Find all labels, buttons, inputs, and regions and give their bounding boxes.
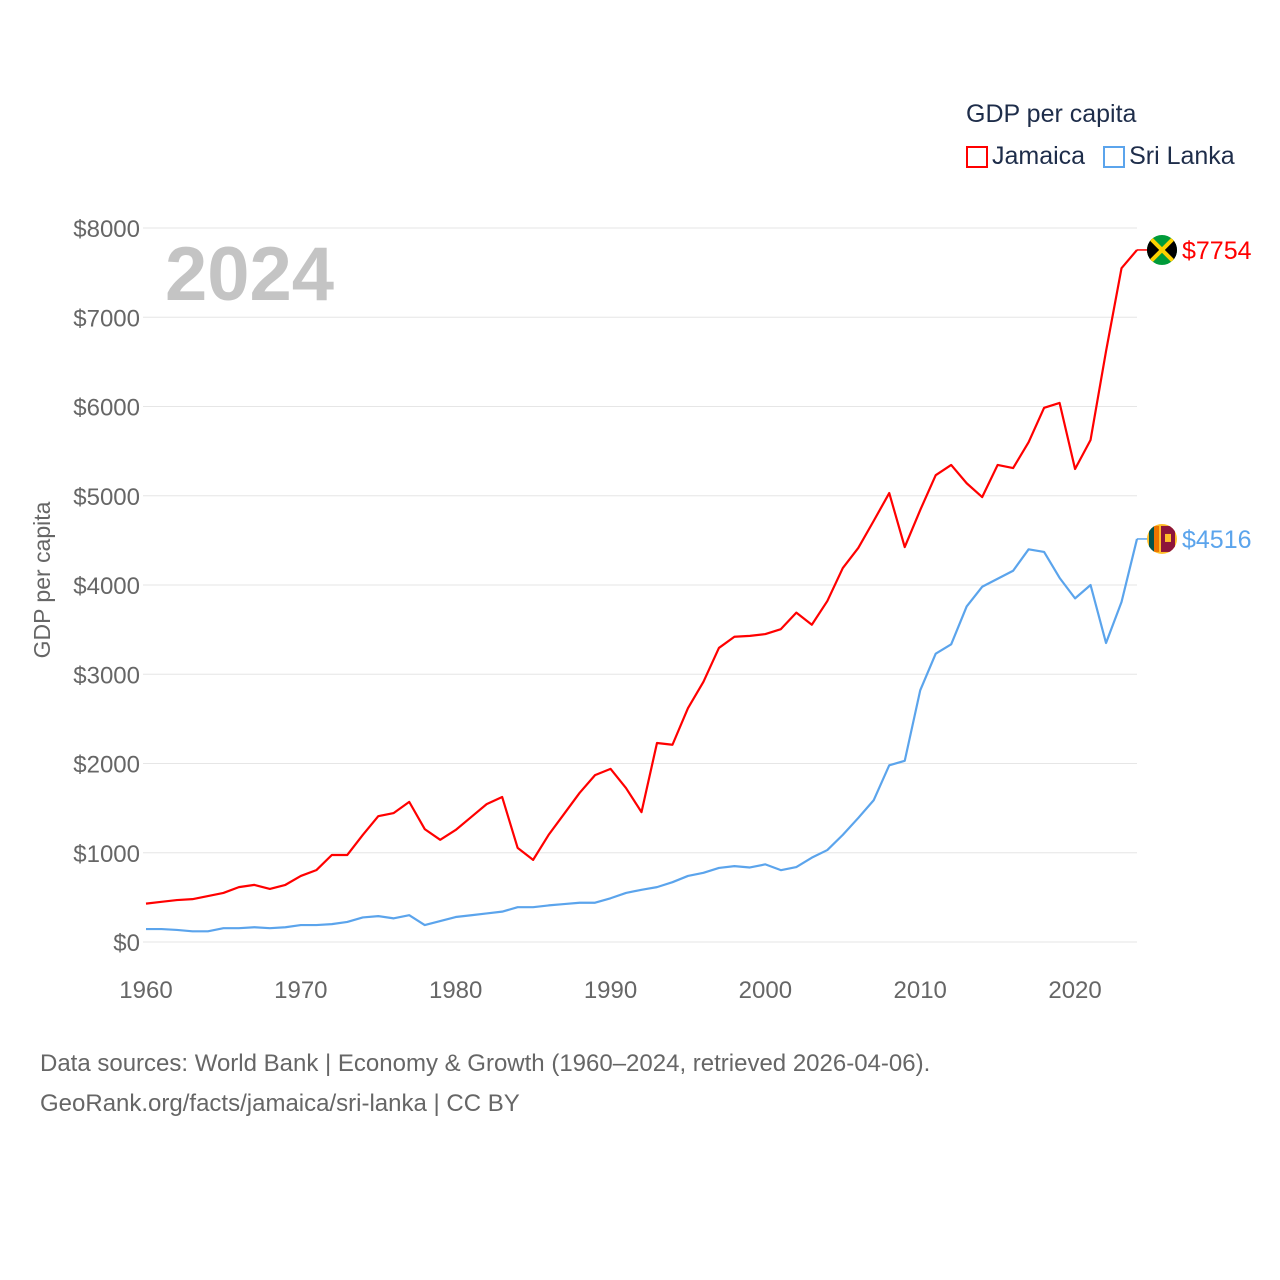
end-value-label: $4516 bbox=[1182, 526, 1252, 554]
legend-item-sri-lanka[interactable]: Sri Lanka bbox=[1103, 142, 1235, 171]
legend-swatch-sri-lanka bbox=[1103, 145, 1126, 168]
y-tick-label: $4000 bbox=[73, 573, 140, 600]
footer: Data sources: World Bank | Economy & Gro… bbox=[40, 1044, 930, 1124]
y-tick-label: $3000 bbox=[73, 662, 140, 689]
x-tick-label: 2020 bbox=[1048, 977, 1101, 1004]
legend-item-jamaica[interactable]: Jamaica bbox=[966, 142, 1085, 171]
jamaica-flag-icon bbox=[1147, 234, 1177, 265]
legend-label-jamaica: Jamaica bbox=[992, 142, 1086, 170]
y-tick-label: $2000 bbox=[73, 752, 140, 779]
legend-title: GDP per capita bbox=[966, 100, 1137, 128]
end-value-label: $7754 bbox=[1182, 237, 1252, 265]
x-tick-label: 1970 bbox=[274, 977, 327, 1004]
y-tick-label: $6000 bbox=[73, 395, 140, 422]
series-line-sri-lanka bbox=[146, 538, 1139, 933]
x-tick-label: 2010 bbox=[894, 977, 947, 1004]
y-tick-label: $5000 bbox=[73, 484, 140, 511]
y-axis-label: GDP per capita bbox=[29, 501, 55, 658]
y-tick-label: $1000 bbox=[73, 841, 140, 868]
year-label: 2024 bbox=[165, 232, 334, 317]
x-tick-label: 2000 bbox=[739, 977, 792, 1004]
x-tick-label: 1980 bbox=[429, 977, 482, 1004]
footer-sources: Data sources: World Bank | Economy & Gro… bbox=[40, 1050, 931, 1077]
series-line-jamaica bbox=[145, 249, 1138, 905]
sri-lanka-flag-icon bbox=[1147, 523, 1177, 554]
x-tick-label: 1990 bbox=[584, 977, 637, 1004]
y-tick-label: $8000 bbox=[73, 216, 140, 243]
x-tick-label: 1960 bbox=[119, 977, 172, 1004]
y-tick-label: $0 bbox=[113, 930, 140, 957]
y-tick-label: $7000 bbox=[73, 305, 140, 332]
legend-swatch-jamaica bbox=[966, 145, 988, 168]
legend: Jamaica Sri Lanka bbox=[966, 142, 1235, 171]
footer-link[interactable]: GeoRank.org/facts/jamaica/sri-lanka | CC… bbox=[40, 1090, 520, 1117]
legend-label-sri-lanka: Sri Lanka bbox=[1129, 142, 1235, 170]
